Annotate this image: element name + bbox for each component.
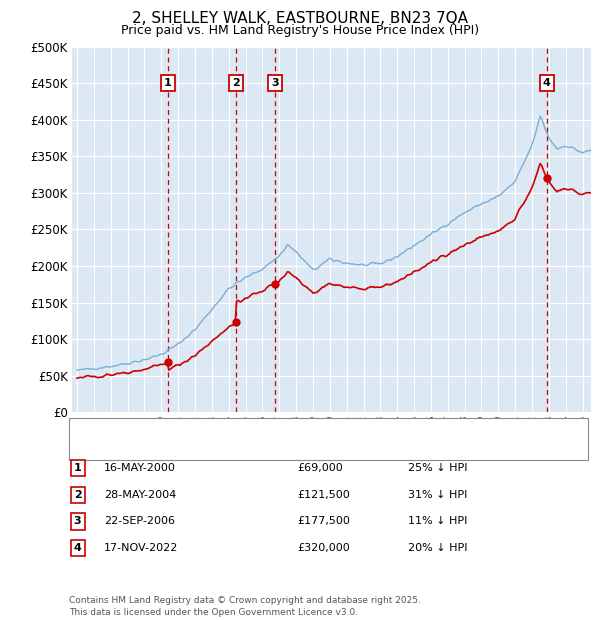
- Text: £320,000: £320,000: [297, 543, 350, 553]
- Text: £69,000: £69,000: [297, 463, 343, 473]
- Text: 2, SHELLEY WALK, EASTBOURNE, BN23 7QA: 2, SHELLEY WALK, EASTBOURNE, BN23 7QA: [132, 11, 468, 26]
- Text: 2: 2: [232, 78, 239, 88]
- Text: 1: 1: [164, 78, 172, 88]
- Text: 20% ↓ HPI: 20% ↓ HPI: [408, 543, 467, 553]
- Text: £177,500: £177,500: [297, 516, 350, 526]
- Text: —: —: [81, 439, 99, 457]
- Text: 22-SEP-2006: 22-SEP-2006: [104, 516, 175, 526]
- Text: —: —: [81, 421, 99, 439]
- Text: Contains HM Land Registry data © Crown copyright and database right 2025.
This d: Contains HM Land Registry data © Crown c…: [69, 596, 421, 617]
- Text: 31% ↓ HPI: 31% ↓ HPI: [408, 490, 467, 500]
- Text: 3: 3: [74, 516, 82, 526]
- Text: Price paid vs. HM Land Registry's House Price Index (HPI): Price paid vs. HM Land Registry's House …: [121, 24, 479, 37]
- Text: 4: 4: [543, 78, 551, 88]
- Text: 17-NOV-2022: 17-NOV-2022: [104, 543, 178, 553]
- Text: HPI: Average price, semi-detached house, Eastbourne: HPI: Average price, semi-detached house,…: [110, 443, 391, 453]
- Text: 1: 1: [74, 463, 82, 473]
- Text: 11% ↓ HPI: 11% ↓ HPI: [408, 516, 467, 526]
- Text: 25% ↓ HPI: 25% ↓ HPI: [408, 463, 467, 473]
- Text: 2: 2: [74, 490, 82, 500]
- Text: 3: 3: [271, 78, 278, 88]
- Text: 4: 4: [74, 543, 82, 553]
- Text: £121,500: £121,500: [297, 490, 350, 500]
- Text: 2, SHELLEY WALK, EASTBOURNE, BN23 7QA (semi-detached house): 2, SHELLEY WALK, EASTBOURNE, BN23 7QA (s…: [110, 425, 461, 435]
- Text: 16-MAY-2000: 16-MAY-2000: [104, 463, 176, 473]
- Text: 28-MAY-2004: 28-MAY-2004: [104, 490, 176, 500]
